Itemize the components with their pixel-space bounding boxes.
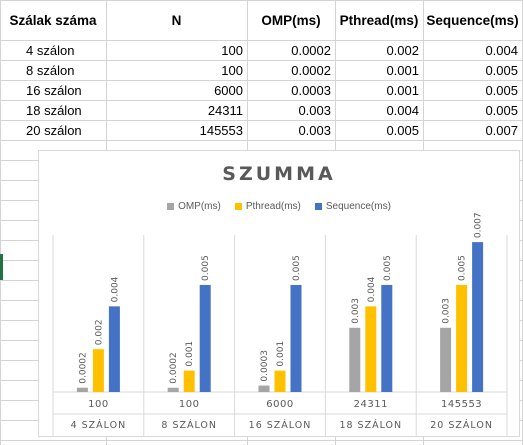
bar-omp[interactable]: [259, 386, 270, 392]
bar-omp[interactable]: [349, 328, 360, 392]
category-label: 20 SZÁLON: [430, 419, 493, 431]
cell-pthread[interactable]: 0.001: [335, 61, 423, 80]
cell-omp[interactable]: 0.003: [247, 121, 335, 140]
row-border: [0, 440, 523, 441]
category-label: 8 SZÁLON: [161, 419, 217, 431]
cell-sequence[interactable]: 0.005: [423, 81, 522, 100]
header-cell-sequence[interactable]: Sequence(ms): [423, 1, 522, 40]
data-label-pthread: 0.002: [94, 319, 104, 345]
cell-omp[interactable]: 0.003: [247, 101, 335, 120]
header-cell-n[interactable]: N: [106, 1, 247, 40]
data-label-pthread: 0.005: [458, 255, 468, 281]
category-n-label: 100: [88, 399, 109, 410]
cell-threads[interactable]: 8 szálon: [0, 61, 106, 80]
data-label-sequence: 0.005: [383, 255, 393, 281]
cell-sequence[interactable]: 0.007: [423, 121, 522, 140]
cell-n[interactable]: 100: [106, 41, 247, 60]
header-cell-omp[interactable]: OMP(ms): [247, 1, 335, 40]
data-label-sequence: 0.007: [474, 212, 484, 238]
cell-threads[interactable]: 20 szálon: [0, 121, 106, 140]
data-label-omp: 0.0002: [78, 352, 88, 384]
data-label-pthread: 0.001: [185, 341, 195, 367]
data-label-sequence: 0.004: [110, 276, 120, 302]
bar-omp[interactable]: [168, 388, 179, 392]
category-label: 16 SZÁLON: [249, 419, 312, 431]
data-label-pthread: 0.004: [367, 276, 377, 302]
cell-threads[interactable]: 4 szálon: [0, 41, 106, 60]
bar-sequence[interactable]: [200, 285, 211, 392]
row-border: [0, 140, 523, 141]
category-n-label: 24311: [354, 399, 388, 410]
cell-pthread[interactable]: 0.001: [335, 81, 423, 100]
cell-sequence[interactable]: 0.004: [423, 41, 522, 60]
data-label-omp: 0.003: [442, 298, 452, 324]
cell-sequence[interactable]: 0.005: [423, 61, 522, 80]
selected-row-marker: [0, 254, 3, 280]
header-cell-threads[interactable]: Szálak száma: [0, 1, 106, 40]
cell-omp[interactable]: 0.0002: [247, 41, 335, 60]
data-label-sequence: 0.005: [292, 255, 302, 281]
bar-pthread[interactable]: [275, 371, 286, 392]
bar-sequence[interactable]: [109, 306, 120, 392]
data-label-pthread: 0.001: [276, 341, 286, 367]
category-label: 4 SZÁLON: [71, 419, 127, 431]
cell-pthread[interactable]: 0.004: [335, 101, 423, 120]
header-cell-pthread[interactable]: Pthread(ms): [335, 1, 423, 40]
bar-sequence[interactable]: [381, 285, 392, 392]
bar-sequence[interactable]: [291, 285, 302, 392]
data-label-omp: 0.0002: [169, 352, 179, 384]
bar-pthread[interactable]: [456, 285, 467, 392]
cell-pthread[interactable]: 0.002: [335, 41, 423, 60]
plot-area[interactable]: 0.0002 0.002 0.004 100 4 SZÁLON 0.0002 0.001 0.…: [39, 151, 519, 436]
bar-pthread[interactable]: [93, 349, 104, 392]
cell-omp[interactable]: 0.0003: [247, 81, 335, 100]
chart-object[interactable]: SZUMMA OMP(ms) Pthread(ms) Sequence(ms) …: [38, 150, 520, 437]
data-label-omp: 0.0003: [260, 350, 270, 382]
cell-n[interactable]: 100: [106, 61, 247, 80]
category-n-label: 100: [179, 399, 200, 410]
bar-sequence[interactable]: [472, 242, 483, 392]
data-label-omp: 0.003: [351, 298, 361, 324]
bar-pthread[interactable]: [365, 306, 376, 392]
cell-pthread[interactable]: 0.005: [335, 121, 423, 140]
category-n-label: 6000: [266, 399, 293, 410]
cell-n[interactable]: 6000: [106, 81, 247, 100]
bar-pthread[interactable]: [184, 371, 195, 392]
cell-sequence[interactable]: 0.005: [423, 101, 522, 120]
cell-threads[interactable]: 16 szálon: [0, 81, 106, 100]
category-label: 18 SZÁLON: [339, 419, 402, 431]
bar-omp[interactable]: [440, 328, 451, 392]
cell-n[interactable]: 24311: [106, 101, 247, 120]
cell-n[interactable]: 145553: [106, 121, 247, 140]
cell-threads[interactable]: 18 szálon: [0, 101, 106, 120]
category-n-label: 145553: [441, 399, 482, 410]
cell-omp[interactable]: 0.0002: [247, 61, 335, 80]
data-label-sequence: 0.005: [201, 255, 211, 281]
bar-omp[interactable]: [77, 388, 88, 392]
